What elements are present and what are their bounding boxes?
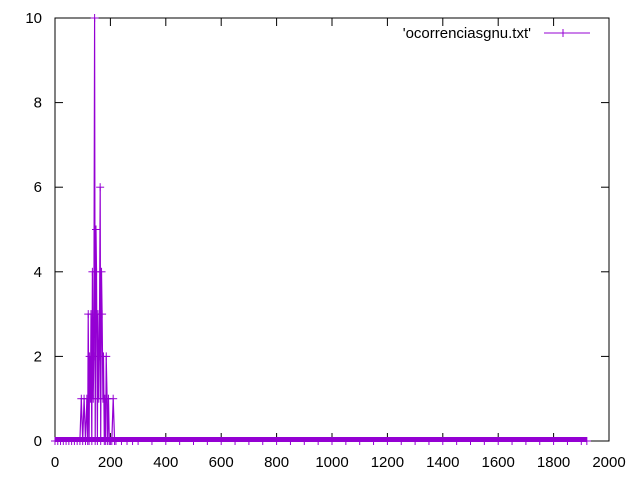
data-point-marker (508, 437, 517, 445)
data-point-marker (563, 437, 572, 445)
x-tick-label: 200 (98, 454, 123, 471)
data-point-marker (258, 437, 267, 445)
data-point-marker (452, 437, 461, 445)
data-point-marker (494, 437, 503, 445)
legend: 'ocorrenciasgnu.txt' (403, 25, 590, 42)
data-point-marker (535, 437, 544, 445)
data-point-marker (203, 437, 212, 445)
data-point-marker (300, 437, 309, 445)
data-point-marker (91, 225, 100, 234)
data-point-marker (411, 437, 420, 445)
x-tick-label: 1000 (315, 454, 348, 471)
data-point-marker (424, 437, 433, 445)
x-tick-label: 600 (209, 454, 234, 471)
data-point-marker (341, 437, 350, 445)
x-tick-label: 1800 (537, 454, 570, 471)
data-point-marker (87, 310, 96, 319)
y-tick-label: 10 (25, 10, 42, 27)
data-point-marker (189, 437, 198, 445)
x-tick-label: 1600 (482, 454, 515, 471)
y-tick-label: 6 (34, 179, 42, 196)
y-tick-label: 0 (34, 433, 42, 450)
data-point-marker (397, 437, 406, 445)
series-layer (51, 14, 591, 445)
data-point-marker (369, 437, 378, 445)
data-point-marker (134, 437, 143, 445)
data-point-marker (175, 437, 184, 445)
data-point-marker (466, 437, 475, 445)
data-point-marker (383, 437, 392, 445)
plot-area (54, 17, 610, 442)
x-tick-label: 1400 (426, 454, 459, 471)
data-point-marker (98, 310, 107, 319)
data-point-marker (102, 352, 111, 361)
data-point-marker (355, 437, 364, 445)
data-point-marker (109, 394, 118, 403)
y-tick-label: 2 (34, 348, 42, 365)
data-point-marker (328, 437, 336, 445)
legend-marker (559, 29, 567, 37)
data-point-marker (90, 14, 99, 22)
data-point-marker (438, 437, 447, 445)
data-point-marker (286, 437, 295, 445)
y-tick-labels: 0 2 4 6 8 10 (25, 10, 42, 450)
series-line (55, 17, 587, 442)
plot-border (54, 17, 610, 442)
axis-ticks (54, 17, 610, 442)
x-tick-label: 1200 (371, 454, 404, 471)
data-point-marker (521, 437, 530, 445)
y-tick-label: 4 (34, 264, 42, 281)
data-point-marker (147, 437, 156, 445)
x-tick-label: 2000 (592, 454, 625, 471)
data-point-marker (244, 437, 253, 445)
data-point-marker (480, 437, 489, 445)
data-point-marker (97, 267, 106, 276)
data-point-marker (217, 437, 226, 445)
data-point-marker (582, 437, 591, 445)
legend-label: 'ocorrenciasgnu.txt' (403, 25, 531, 42)
data-point-marker (549, 437, 558, 445)
data-point-marker (272, 437, 281, 445)
x-tick-label: 800 (264, 454, 289, 471)
x-tick-label: 400 (153, 454, 178, 471)
data-point-marker (314, 437, 323, 445)
x-tick-labels: 0 200 400 600 800 1000 1200 1400 1600 1800 2000 (51, 454, 626, 471)
x-tick-label: 0 (51, 454, 59, 471)
y-tick-label: 8 (34, 95, 42, 112)
data-point-marker (231, 437, 240, 445)
data-point-marker (161, 437, 170, 445)
data-point-marker (96, 183, 105, 192)
